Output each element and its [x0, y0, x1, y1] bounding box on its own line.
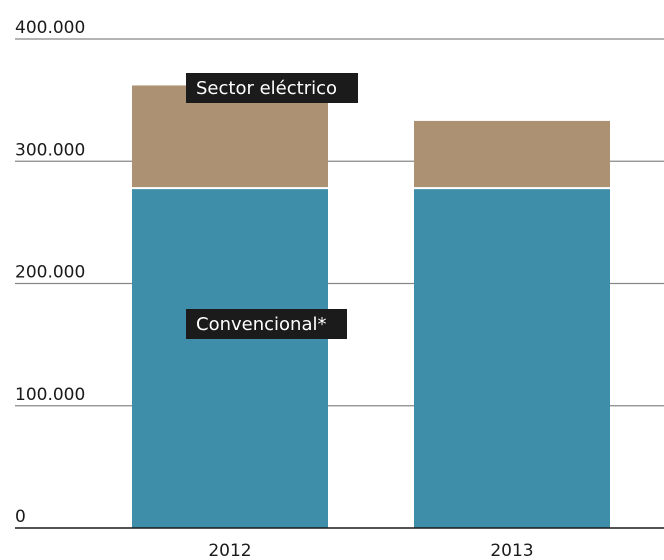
series-labels: Sector eléctrico Convencional*: [186, 73, 358, 339]
series-label-box-sector-electrico: [186, 73, 358, 103]
y-tick-label: 0: [15, 507, 26, 527]
y-axis-tick-labels: 0 100.000 200.000 300.000 400.000: [15, 18, 85, 527]
series-label-sector-electrico: Sector eléctrico: [196, 78, 337, 99]
x-tick-label-2013: 2013: [490, 541, 533, 560]
y-tick-label: 100.000: [15, 385, 85, 405]
bar-2013-sector-electrico: [414, 120, 610, 189]
y-tick-label: 200.000: [15, 263, 85, 283]
bar-2012-convencional: [132, 188, 328, 528]
bar-2013-convencional: [414, 188, 610, 528]
bars: [132, 85, 610, 528]
series-label-convencional: Convencional*: [196, 314, 326, 335]
y-tick-label: 400.000: [15, 18, 85, 38]
series-label-box-convencional: [186, 309, 347, 339]
x-axis-tick-labels: 2012 2013: [208, 541, 533, 560]
y-tick-label: 300.000: [15, 140, 85, 160]
x-tick-label-2012: 2012: [208, 541, 251, 560]
